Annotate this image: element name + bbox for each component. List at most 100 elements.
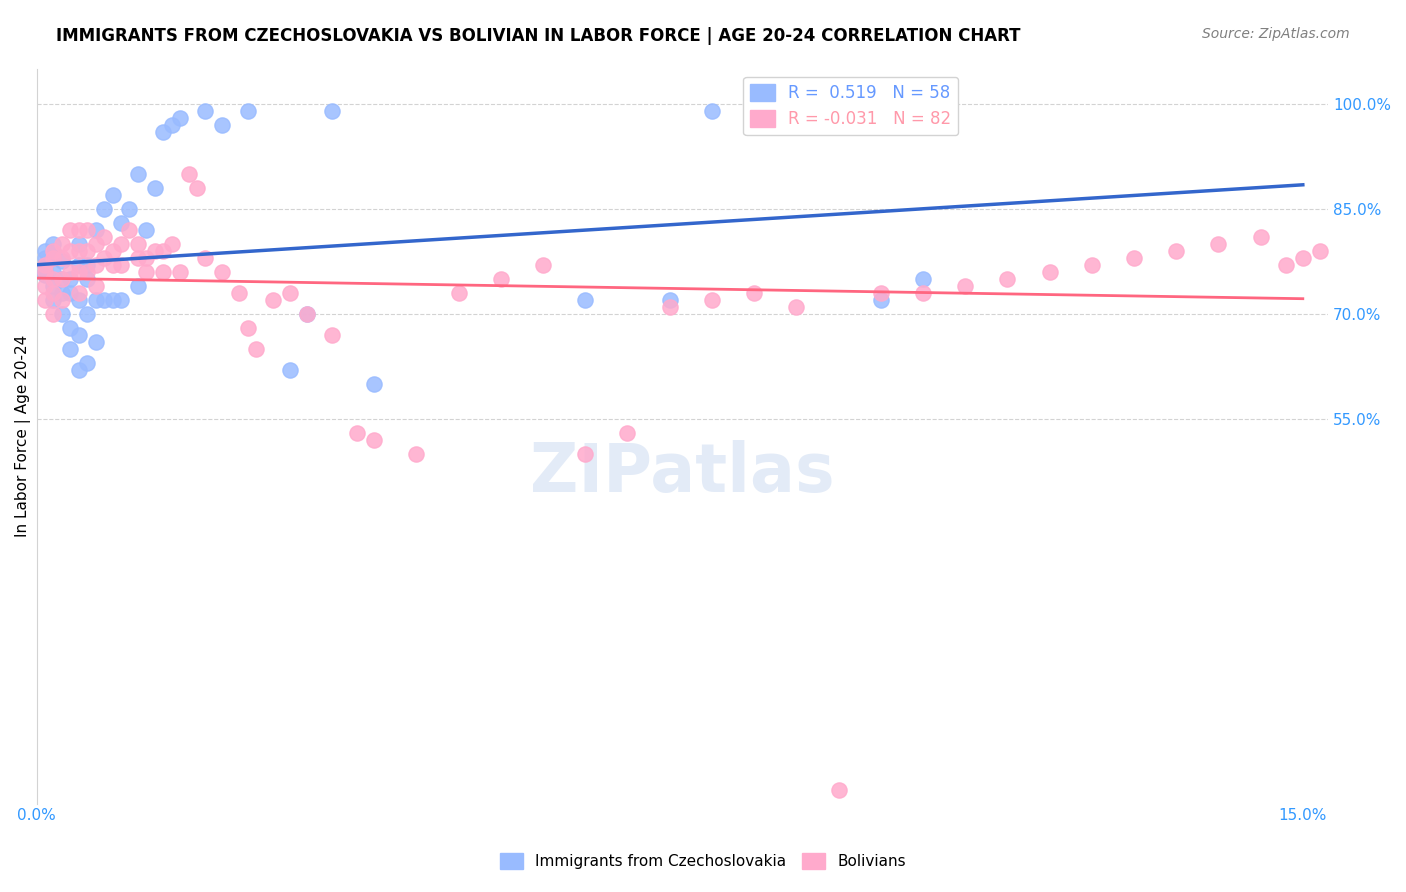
Point: [742, 285, 765, 300]
Point: [995, 271, 1018, 285]
Point: [742, 103, 765, 118]
Point: [42, 244, 65, 258]
Point: [42, 264, 65, 278]
Point: [127, 167, 149, 181]
Point: [42, 251, 65, 265]
Point: [34, 293, 56, 307]
Point: [447, 285, 470, 300]
Point: [84, 293, 107, 307]
Point: [869, 285, 891, 300]
Point: [869, 293, 891, 307]
Point: [127, 278, 149, 293]
Point: [34, 258, 56, 272]
Point: [93, 293, 115, 307]
Point: [295, 307, 318, 321]
Legend: R =  0.519   N = 58, R = -0.031   N = 82: R = 0.519 N = 58, R = -0.031 N = 82: [744, 77, 957, 135]
Point: [59, 271, 82, 285]
Point: [186, 180, 208, 194]
Point: [67, 327, 90, 342]
Point: [1208, 236, 1230, 251]
Point: [51, 307, 73, 321]
Point: [34, 278, 56, 293]
Point: [911, 285, 934, 300]
Point: [236, 320, 259, 334]
Point: [169, 264, 191, 278]
Point: [152, 264, 174, 278]
Point: [93, 202, 115, 216]
Point: [616, 425, 638, 440]
Point: [295, 307, 318, 321]
Point: [700, 293, 723, 307]
Point: [67, 293, 90, 307]
Point: [59, 264, 82, 278]
Point: [1275, 258, 1298, 272]
Point: [911, 271, 934, 285]
Point: [51, 254, 73, 268]
Point: [84, 222, 107, 236]
Point: [1376, 229, 1399, 244]
Point: [110, 258, 132, 272]
Point: [59, 342, 82, 356]
Point: [245, 342, 267, 356]
Point: [228, 285, 250, 300]
Point: [110, 293, 132, 307]
Point: [152, 124, 174, 138]
Point: [110, 215, 132, 229]
Point: [51, 236, 73, 251]
Point: [700, 103, 723, 118]
Point: [1292, 251, 1315, 265]
Y-axis label: In Labor Force | Age 20-24: In Labor Force | Age 20-24: [15, 334, 31, 537]
Point: [59, 285, 82, 300]
Text: IMMIGRANTS FROM CZECHOSLOVAKIA VS BOLIVIAN IN LABOR FORCE | AGE 20-24 CORRELATIO: IMMIGRANTS FROM CZECHOSLOVAKIA VS BOLIVI…: [56, 27, 1021, 45]
Point: [67, 222, 90, 236]
Point: [118, 222, 141, 236]
Point: [1123, 251, 1146, 265]
Point: [51, 293, 73, 307]
Point: [152, 244, 174, 258]
Point: [76, 307, 98, 321]
Point: [1081, 258, 1104, 272]
Point: [76, 264, 98, 278]
Point: [34, 264, 56, 278]
Point: [42, 285, 65, 300]
Point: [211, 264, 233, 278]
Point: [118, 202, 141, 216]
Text: ZIPatlas: ZIPatlas: [530, 440, 835, 506]
Point: [84, 258, 107, 272]
Point: [135, 251, 157, 265]
Point: [42, 251, 65, 265]
Point: [42, 271, 65, 285]
Point: [574, 293, 596, 307]
Point: [101, 187, 124, 202]
Point: [51, 285, 73, 300]
Point: [76, 258, 98, 272]
Point: [1334, 236, 1357, 251]
Point: [67, 258, 90, 272]
Point: [278, 285, 301, 300]
Point: [76, 244, 98, 258]
Point: [76, 222, 98, 236]
Point: [194, 103, 217, 118]
Legend: Immigrants from Czechoslovakia, Bolivians: Immigrants from Czechoslovakia, Bolivian…: [495, 847, 911, 875]
Point: [34, 268, 56, 282]
Point: [84, 334, 107, 349]
Point: [1250, 229, 1272, 244]
Point: [143, 180, 166, 194]
Point: [59, 244, 82, 258]
Text: Source: ZipAtlas.com: Source: ZipAtlas.com: [1202, 27, 1350, 41]
Point: [827, 782, 849, 797]
Point: [127, 251, 149, 265]
Point: [93, 229, 115, 244]
Point: [531, 258, 554, 272]
Point: [127, 236, 149, 251]
Point: [42, 293, 65, 307]
Point: [67, 244, 90, 258]
Point: [953, 278, 976, 293]
Point: [42, 244, 65, 258]
Point: [1166, 244, 1188, 258]
Point: [59, 222, 82, 236]
Point: [177, 167, 200, 181]
Point: [262, 293, 284, 307]
Point: [346, 425, 368, 440]
Point: [84, 278, 107, 293]
